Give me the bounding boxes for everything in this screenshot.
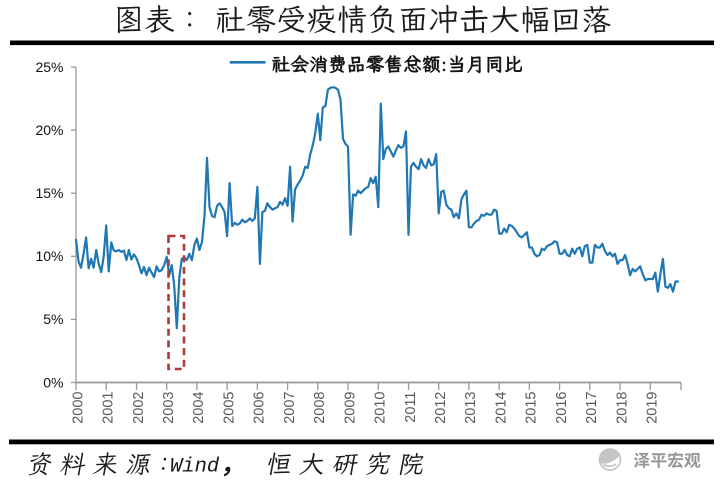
svg-text:2002: 2002 — [131, 392, 147, 424]
svg-text:2018: 2018 — [614, 392, 630, 424]
svg-text:2007: 2007 — [282, 392, 298, 424]
svg-text:2012: 2012 — [433, 392, 449, 424]
svg-text:2008: 2008 — [312, 392, 328, 424]
svg-text:0%: 0% — [43, 374, 63, 390]
svg-text:5%: 5% — [43, 311, 63, 327]
svg-text:2006: 2006 — [252, 392, 268, 424]
svg-text:2005: 2005 — [221, 392, 237, 424]
svg-text:2017: 2017 — [584, 392, 600, 424]
svg-text:2003: 2003 — [161, 392, 177, 424]
svg-text:2013: 2013 — [463, 392, 479, 424]
svg-text:Wind: Wind — [170, 455, 220, 478]
svg-text:2019: 2019 — [645, 392, 661, 424]
svg-text:2000: 2000 — [70, 392, 86, 424]
svg-text:15%: 15% — [35, 185, 63, 201]
svg-text:2009: 2009 — [342, 392, 358, 424]
svg-text:2010: 2010 — [373, 392, 389, 424]
svg-text:20%: 20% — [35, 122, 63, 138]
svg-text:2014: 2014 — [494, 392, 510, 424]
svg-text:2015: 2015 — [524, 392, 540, 424]
svg-text:2011: 2011 — [403, 392, 419, 423]
svg-text:2004: 2004 — [191, 392, 207, 424]
svg-text:2016: 2016 — [554, 392, 570, 424]
svg-text:10%: 10% — [35, 248, 63, 264]
svg-text:25%: 25% — [35, 59, 63, 75]
svg-text:2001: 2001 — [101, 392, 117, 424]
